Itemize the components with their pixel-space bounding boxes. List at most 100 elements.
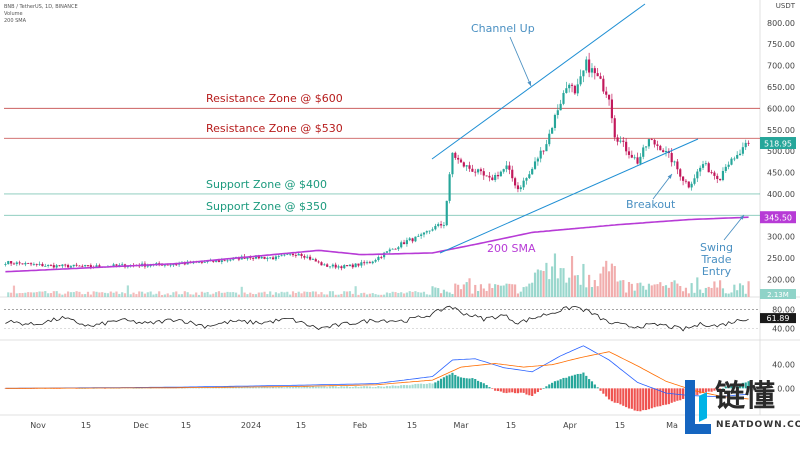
volume-bar — [716, 287, 719, 297]
candle-body — [417, 235, 420, 237]
macd-histogram-bar — [365, 386, 369, 389]
candle-body — [246, 257, 249, 259]
candle — [55, 263, 58, 270]
candle-body — [294, 255, 297, 256]
candle — [531, 167, 534, 175]
volume-bar — [459, 289, 463, 297]
candle-body — [402, 242, 406, 245]
candle-body — [405, 240, 408, 245]
volume-bar — [476, 291, 480, 297]
candle-body — [579, 76, 582, 85]
candle-body — [309, 256, 312, 260]
candle-body — [425, 231, 428, 233]
macd-histogram-bar — [283, 387, 286, 389]
volume-bar — [166, 293, 169, 297]
candle — [459, 157, 463, 163]
candle — [15, 261, 18, 267]
volume-bar — [696, 277, 699, 297]
price-tick-label: 500.00 — [767, 147, 795, 156]
candle-body — [297, 253, 300, 256]
macd-histogram-bar — [286, 386, 289, 389]
candle-body — [531, 168, 534, 175]
macd-histogram-bar — [428, 383, 431, 389]
candle — [252, 256, 255, 262]
volume-bar — [374, 294, 377, 297]
macd-histogram-bar — [243, 387, 246, 389]
candle-body — [283, 254, 286, 256]
volume-bar — [565, 282, 568, 297]
macd-histogram-bar — [682, 388, 685, 399]
volume-bar — [380, 294, 383, 297]
candle-body — [72, 264, 75, 267]
volume-bar — [7, 292, 10, 297]
candle — [346, 265, 349, 267]
macd-histogram-bar — [103, 388, 107, 389]
macd-histogram-bar — [710, 388, 713, 392]
macd-histogram-bar — [551, 382, 554, 389]
macd-histogram-bar — [582, 372, 585, 389]
candle — [559, 99, 562, 111]
macd-histogram-bar — [294, 386, 297, 389]
candle-body — [701, 164, 705, 168]
candle-body — [206, 261, 209, 263]
candle-body — [252, 258, 255, 260]
candle-body — [431, 229, 434, 231]
candle-body — [266, 257, 269, 259]
macd-histogram-bar — [84, 388, 87, 389]
volume-bar — [103, 292, 107, 297]
candle — [448, 171, 451, 204]
volume-bar — [351, 293, 354, 297]
macd-histogram-bar — [482, 383, 485, 389]
candle-body — [539, 150, 542, 159]
volume-bar — [690, 283, 693, 297]
candle — [474, 168, 477, 177]
macd-histogram-bar — [371, 387, 374, 389]
volume-bar — [596, 286, 599, 297]
volume-bar — [200, 291, 203, 297]
macd-histogram-bar — [744, 382, 747, 389]
candle — [337, 264, 340, 270]
macd-histogram-bar — [465, 378, 468, 389]
macd-histogram-bar — [331, 386, 334, 389]
volume-bar — [496, 284, 500, 297]
volume-bar — [29, 292, 33, 297]
macd-histogram-bar — [300, 387, 303, 389]
macd-histogram-bar — [289, 386, 292, 389]
volume-bar — [616, 281, 619, 297]
volume-bar — [494, 284, 497, 297]
candle-body — [502, 169, 505, 172]
volume-bar — [525, 286, 528, 297]
candle — [7, 260, 10, 265]
candle — [485, 175, 488, 177]
volume-bar — [163, 294, 166, 297]
macd-histogram-bar — [647, 388, 651, 410]
volume-bar — [84, 294, 87, 297]
macd-histogram-bar — [217, 387, 221, 389]
time-tick-label: 15 — [81, 421, 91, 430]
candle-body — [408, 238, 411, 241]
candle — [334, 262, 337, 270]
macd-histogram-bar — [348, 386, 352, 389]
candle-body — [650, 139, 653, 140]
candle — [727, 161, 730, 170]
macd-tick-label: 0.00 — [777, 384, 795, 393]
price-tick-label: 450.00 — [767, 169, 795, 178]
candle-body — [627, 151, 631, 155]
candle-body — [653, 139, 656, 145]
volume-bar — [656, 284, 659, 297]
candle-body — [511, 169, 514, 179]
candle — [454, 151, 457, 160]
volume-bar — [733, 284, 736, 297]
candle-body — [542, 150, 545, 152]
volume-bar — [388, 293, 391, 297]
macd-histogram-bar — [650, 388, 653, 409]
macd-histogram-bar — [505, 388, 508, 394]
candle — [630, 150, 633, 159]
candle — [673, 160, 676, 166]
volume-bar — [129, 294, 132, 297]
volume-bar — [568, 277, 571, 297]
candle-body — [619, 140, 622, 142]
volume-bar — [562, 268, 565, 297]
volume-bar — [422, 291, 426, 297]
